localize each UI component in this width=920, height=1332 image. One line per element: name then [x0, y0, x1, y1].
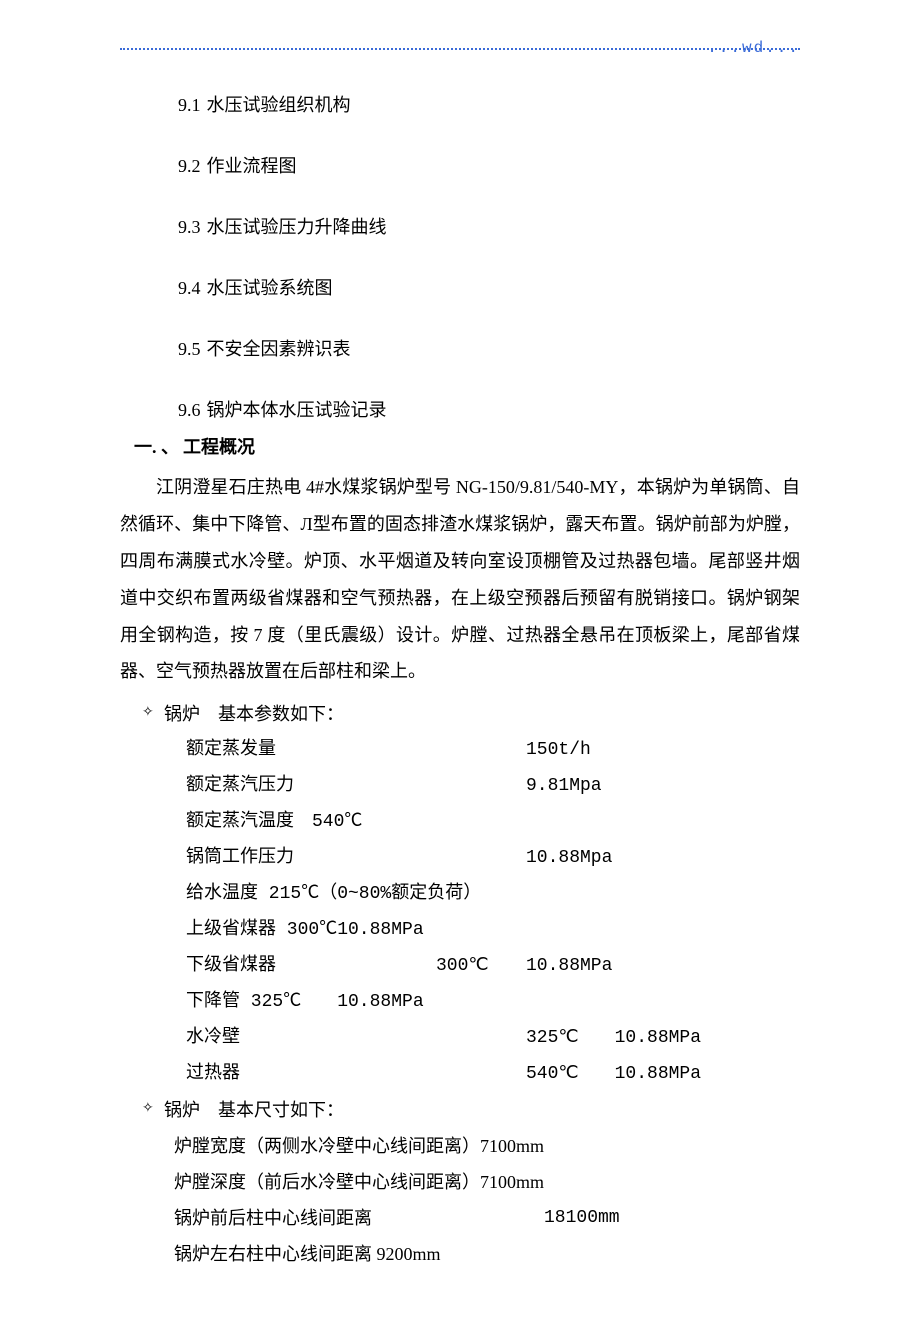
spec-row: 水冷壁 325℃ 10.88MPa	[186, 1020, 800, 1056]
params-title: 锅炉 基本参数如下：	[164, 696, 800, 732]
spec-c3: 10.88Mpa	[526, 840, 636, 876]
spec-label: 水冷壁	[186, 1020, 436, 1056]
toc-num: 9.5	[178, 339, 201, 359]
toc-num: 9.6	[178, 400, 201, 420]
toc-label: 锅炉本体水压试验记录	[207, 400, 387, 420]
toc-item: 9.3 水压试验压力升降曲线	[178, 214, 800, 241]
body-paragraph: 江阴澄星石庄热电 4#水煤浆锅炉型号 NG-150/9.81/540-MY，本锅…	[120, 469, 800, 690]
spec-c3: 325℃ 10.88MPa	[526, 1020, 636, 1056]
spec-label: 额定蒸发量	[186, 732, 436, 768]
dim-row: 炉膛宽度（两侧水冷壁中心线间距离）7100mm	[174, 1128, 800, 1164]
spec-label: 上级省煤器 300℃10.88MPa	[186, 912, 526, 948]
toc-list: 9.1 水压试验组织机构 9.2 作业流程图 9.3 水压试验压力升降曲线 9.4 水压…	[178, 92, 800, 424]
spec-label: 过热器	[186, 1056, 436, 1092]
dim-val	[544, 1164, 800, 1200]
dim-label: 锅炉前后柱中心线间距离	[174, 1200, 544, 1236]
toc-item: 9.5 不安全因素辨识表	[178, 336, 800, 363]
spec-c2: 300℃	[436, 948, 526, 984]
spec-row: 额定蒸发量 150t/h	[186, 732, 800, 768]
spec-row: 额定蒸汽压力 9.81Mpa	[186, 768, 800, 804]
spec-label: 下级省煤器	[186, 948, 436, 984]
document-page: ...wd... 9.1 水压试验组织机构 9.2 作业流程图 9.3 水压试验压力升…	[0, 0, 920, 1332]
toc-label: 水压试验系统图	[207, 278, 333, 298]
spec-c3: 150t/h	[526, 732, 636, 768]
toc-label: 不安全因素辨识表	[207, 339, 351, 359]
toc-item: 9.1 水压试验组织机构	[178, 92, 800, 119]
toc-num: 9.3	[178, 217, 201, 237]
spec-row: 下级省煤器300℃10.88MPa	[186, 948, 800, 984]
spec-row: 给水温度 215℃（0~80%额定负荷）	[186, 876, 800, 912]
toc-label: 水压试验压力升降曲线	[207, 217, 387, 237]
diamond-icon: ✧	[142, 1092, 164, 1123]
spec-label: 锅筒工作压力	[186, 840, 436, 876]
spec-row: 上级省煤器 300℃10.88MPa	[186, 912, 800, 948]
toc-num: 9.1	[178, 95, 201, 115]
dim-val	[544, 1128, 800, 1164]
toc-item: 9.6 锅炉本体水压试验记录	[178, 397, 800, 424]
spec-label: 下降管 325℃ 10.88MPa	[186, 984, 526, 1020]
spec-c2	[436, 768, 526, 804]
spec-row: 下降管 325℃ 10.88MPa	[186, 984, 800, 1020]
dim-val: 18100mm	[544, 1200, 800, 1236]
spec-row: 锅筒工作压力 10.88Mpa	[186, 840, 800, 876]
toc-item: 9.2 作业流程图	[178, 153, 800, 180]
spec-c3: 9.81Mpa	[526, 768, 636, 804]
spec-row: 额定蒸汽温度 540℃	[186, 804, 800, 840]
toc-num: 9.2	[178, 156, 201, 176]
dims-list: 炉膛宽度（两侧水冷壁中心线间距离）7100mm 炉膛深度（前后水冷壁中心线间距离…	[174, 1128, 800, 1272]
params-list: 额定蒸发量 150t/h 额定蒸汽压力 9.81Mpa 额定蒸汽温度 540℃ 锅筒…	[186, 732, 800, 1092]
dim-label: 炉膛宽度（两侧水冷壁中心线间距离）7100mm	[174, 1128, 544, 1164]
section-heading: 一. 、工程概况	[134, 434, 800, 461]
toc-item: 9.4 水压试验系统图	[178, 275, 800, 302]
params-block: ✧ 锅炉 基本参数如下： 额定蒸发量 150t/h 额定蒸汽压力 9.81Mpa 额…	[142, 696, 800, 1272]
spec-c3: 540℃ 10.88MPa	[526, 1056, 636, 1092]
spec-c2	[436, 840, 526, 876]
toc-label: 作业流程图	[207, 156, 297, 176]
spec-label: 额定蒸汽压力	[186, 768, 436, 804]
diamond-icon: ✧	[142, 696, 164, 727]
params-title-row: ✧ 锅炉 基本参数如下：	[142, 696, 800, 732]
toc-num: 9.4	[178, 278, 201, 298]
spec-label: 额定蒸汽温度 540℃	[186, 804, 526, 840]
dim-row: 锅炉左右柱中心线间距离 9200mm	[174, 1236, 800, 1272]
section-prefix: 一. 、	[134, 437, 179, 457]
dim-row: 锅炉前后柱中心线间距离18100mm	[174, 1200, 800, 1236]
spec-row: 过热器 540℃ 10.88MPa	[186, 1056, 800, 1092]
dims-title: 锅炉 基本尺寸如下：	[164, 1092, 800, 1128]
toc-label: 水压试验组织机构	[207, 95, 351, 115]
spec-c2	[436, 732, 526, 768]
spec-c3: 10.88MPa	[526, 948, 636, 984]
spec-label: 给水温度 215℃（0~80%额定负荷）	[186, 876, 526, 912]
dim-row: 炉膛深度（前后水冷壁中心线间距离）7100mm	[174, 1164, 800, 1200]
dims-title-row: ✧ 锅炉 基本尺寸如下：	[142, 1092, 800, 1128]
section-title: 工程概况	[183, 437, 255, 457]
header-watermark: ...wd...	[120, 36, 800, 60]
dim-label: 炉膛深度（前后水冷壁中心线间距离）7100mm	[174, 1164, 544, 1200]
dim-label: 锅炉左右柱中心线间距离 9200mm	[174, 1236, 544, 1272]
dim-val	[544, 1236, 800, 1272]
